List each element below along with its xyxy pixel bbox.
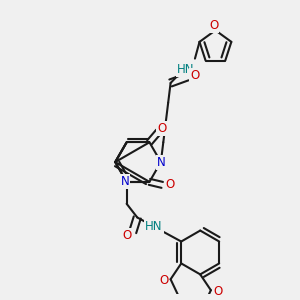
Text: HN: HN bbox=[177, 63, 195, 76]
Text: O: O bbox=[213, 285, 222, 298]
Text: O: O bbox=[157, 122, 166, 135]
Text: N: N bbox=[121, 175, 130, 188]
Text: O: O bbox=[165, 178, 175, 191]
Text: O: O bbox=[159, 274, 169, 287]
Text: HN: HN bbox=[145, 220, 163, 233]
Text: O: O bbox=[190, 69, 200, 82]
Text: O: O bbox=[122, 229, 131, 242]
Text: N: N bbox=[157, 156, 165, 169]
Text: O: O bbox=[209, 19, 218, 32]
